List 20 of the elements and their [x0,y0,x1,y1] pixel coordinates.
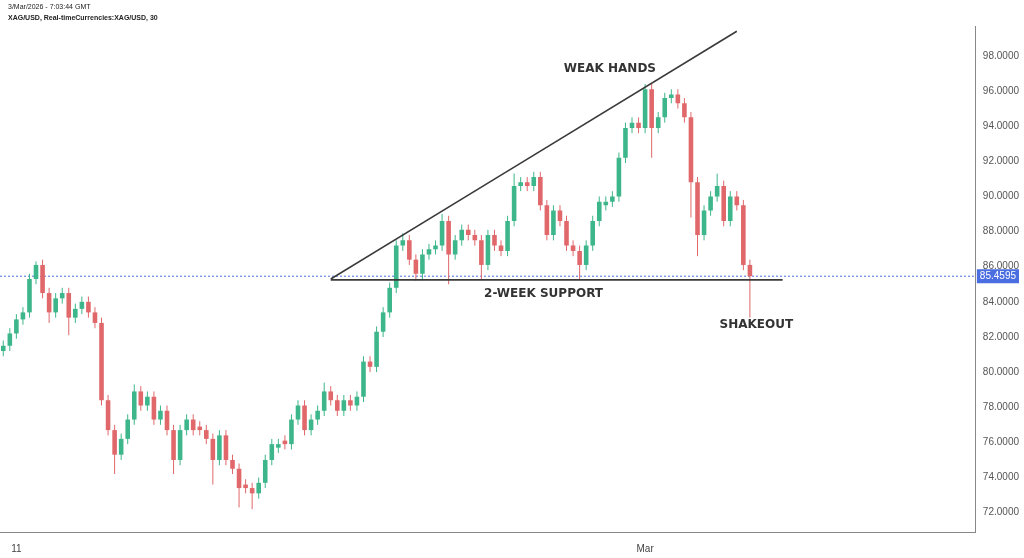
ref-line-label: 85.4595 [979,269,1017,281]
y-tick-label: 98.0000 [982,49,1020,61]
y-tick-label: 96.0000 [982,84,1020,96]
y-tick-label: 82.0000 [982,330,1020,342]
annotation: 2-WEEK SUPPORT [484,286,604,301]
y-tick-label: 74.0000 [982,471,1020,483]
y-tick-label: 80.0000 [982,365,1020,377]
annotation: WEAK HANDS [563,61,656,76]
x-tick-label: Mar [636,542,655,554]
y-tick-label: 76.0000 [982,436,1020,448]
y-tick-label: 78.0000 [982,401,1020,413]
y-tick-label: 72.0000 [982,506,1020,518]
y-tick-label: 94.0000 [982,119,1020,131]
y-tick-label: 90.0000 [982,190,1020,202]
y-tick-label: 86.0000 [982,260,1020,272]
y-tick-label: 84.0000 [982,295,1020,307]
x-tick-label: 11 [11,542,22,554]
y-tick-label: 88.0000 [982,225,1020,237]
y-tick-label: 92.0000 [982,155,1020,167]
annotation: SHAKEOUT [719,316,794,331]
